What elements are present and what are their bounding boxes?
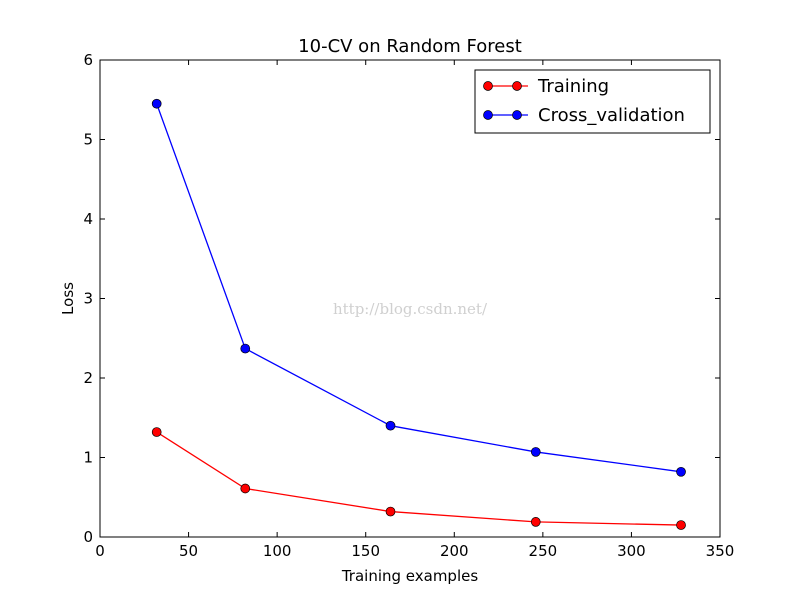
y-axis-label: Loss bbox=[59, 282, 77, 315]
data-point-cross-validation bbox=[676, 466, 686, 477]
plot-frame bbox=[99, 59, 721, 538]
legend-box bbox=[474, 69, 711, 134]
x-tick-label: 100 bbox=[263, 542, 292, 560]
data-point-training bbox=[530, 517, 541, 527]
y-tick-label: 5 bbox=[83, 131, 93, 149]
legend: Training Cross_validation bbox=[474, 69, 711, 134]
x-axis-label: Training examples bbox=[341, 567, 479, 585]
y-tick-label: 0 bbox=[83, 528, 93, 546]
y-tick-label: 3 bbox=[83, 290, 93, 308]
legend-label-training: Training bbox=[537, 76, 609, 97]
chart-title: 10-CV on Random Forest bbox=[298, 36, 522, 57]
data-point-training bbox=[385, 506, 396, 517]
plot-area bbox=[100, 60, 720, 537]
legend-marker-training bbox=[483, 81, 493, 91]
x-tick-label: 50 bbox=[179, 542, 198, 560]
data-point-cross-validation bbox=[385, 420, 396, 431]
x-tick-label: 300 bbox=[617, 542, 646, 560]
data-point-training bbox=[240, 483, 251, 494]
legend-marker-cross-validation bbox=[483, 110, 493, 120]
series-layer bbox=[151, 98, 686, 530]
x-tick-label: 350 bbox=[706, 542, 735, 560]
data-point-training bbox=[676, 520, 686, 530]
x-tick-label: 250 bbox=[529, 542, 558, 560]
data-point-cross-validation bbox=[151, 98, 162, 109]
y-tick-label: 1 bbox=[83, 449, 93, 467]
x-tick-label: 150 bbox=[351, 542, 380, 560]
legend-marker-training bbox=[512, 81, 522, 91]
data-point-cross-validation bbox=[240, 343, 251, 354]
legend-label-cross-validation: Cross_validation bbox=[538, 105, 685, 126]
data-point-training bbox=[151, 427, 162, 437]
y-tick-label: 2 bbox=[83, 369, 93, 387]
legend-marker-cross-validation bbox=[512, 110, 522, 120]
x-tick-label: 0 bbox=[95, 542, 105, 560]
axis-tick-labels: 0 50 100 150 200 250 300 350 0 1 2 3 4 5 6 bbox=[83, 51, 734, 560]
y-tick-label: 4 bbox=[83, 210, 93, 228]
x-tick-label: 200 bbox=[440, 542, 469, 560]
watermark-text: http://blog.csdn.net/ bbox=[333, 300, 488, 318]
y-tick-label: 6 bbox=[83, 51, 93, 69]
data-point-cross-validation bbox=[530, 447, 541, 457]
